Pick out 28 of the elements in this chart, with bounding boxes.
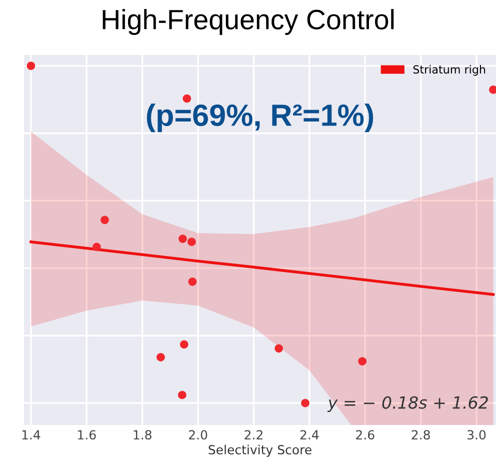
point: [274, 344, 283, 353]
x-tick-label: 2.8: [412, 430, 430, 440]
point: [182, 94, 192, 103]
point: [26, 62, 36, 70]
legend-label: Striatum righ: [413, 65, 486, 76]
point: [489, 86, 496, 94]
point: [156, 353, 165, 362]
x-tick-label: 1.6: [78, 430, 96, 440]
x-tick-label: 1.4: [22, 430, 40, 440]
x-tick-label: 2.0: [189, 430, 208, 440]
point: [178, 234, 187, 243]
x-tick-label: 3.0: [468, 430, 486, 440]
point: [178, 390, 186, 400]
chart-title: High-Frequency Control: [102, 9, 394, 35]
point: [301, 398, 310, 408]
annotation: y = − 0.18s + 1.62: [327, 396, 488, 412]
x-tick-label: 2.2: [244, 430, 262, 440]
point: [358, 357, 367, 366]
x-tick-label: 1.8: [134, 430, 152, 440]
point: [188, 277, 197, 286]
point: [92, 242, 101, 252]
point: [180, 340, 188, 349]
annotation: (p=69%, R²=1%): [146, 104, 374, 132]
x-tick-label: 2.4: [300, 430, 319, 440]
point: [100, 216, 109, 224]
x-axis-title: Selectivity Score: [208, 444, 312, 457]
point: [187, 238, 196, 246]
x-tick-label: 2.6: [356, 430, 374, 440]
